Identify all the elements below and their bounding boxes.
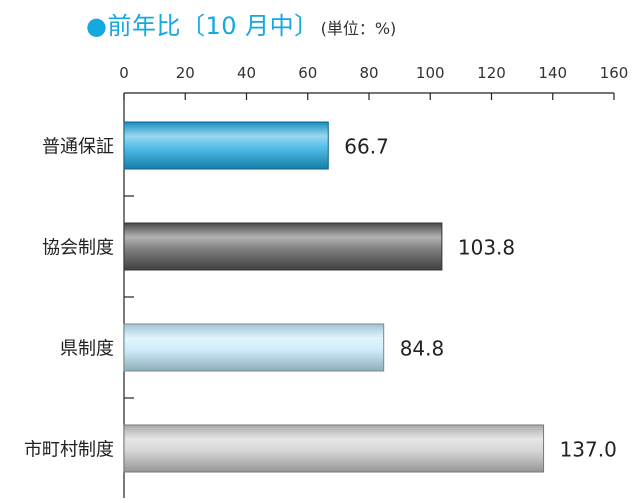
x-tick-label: 20 [176,64,195,82]
x-tick-label: 100 [416,64,445,82]
unit-note: (単位：%) [320,19,397,38]
bar-2 [123,222,443,271]
chart-title: ●前年比〔10 月中〕 [86,12,319,40]
x-tick-label: 0 [119,64,129,82]
data-label: 84.8 [400,337,445,361]
axis-layer: 0 20 40 60 80 100 120 140 160 [119,64,628,498]
x-tick-label: 80 [359,64,378,82]
bar-3 [123,323,385,372]
data-label: 137.0 [560,438,617,462]
category-label: 協会制度 [42,238,114,259]
data-label: 103.8 [458,236,515,260]
chart-title-block: ●前年比〔10 月中〕 (単位：%) [86,6,396,42]
x-tick-label: 60 [298,64,317,82]
bar-4 [123,424,545,473]
x-tick-label: 120 [477,64,506,82]
bar-layer [123,121,545,473]
x-tick-label: 40 [237,64,256,82]
bar-1 [123,121,329,170]
x-tick-label: 140 [538,64,567,82]
label-layer: 普通保証 66.7 協会制度 103.8 県制度 84.8 市町村制度 137.0 [24,135,617,462]
category-label: 普通保証 [42,137,114,158]
data-label: 66.7 [344,135,389,159]
x-tick-label: 160 [600,64,629,82]
category-label: 県制度 [60,339,114,360]
category-label: 市町村制度 [24,440,114,461]
